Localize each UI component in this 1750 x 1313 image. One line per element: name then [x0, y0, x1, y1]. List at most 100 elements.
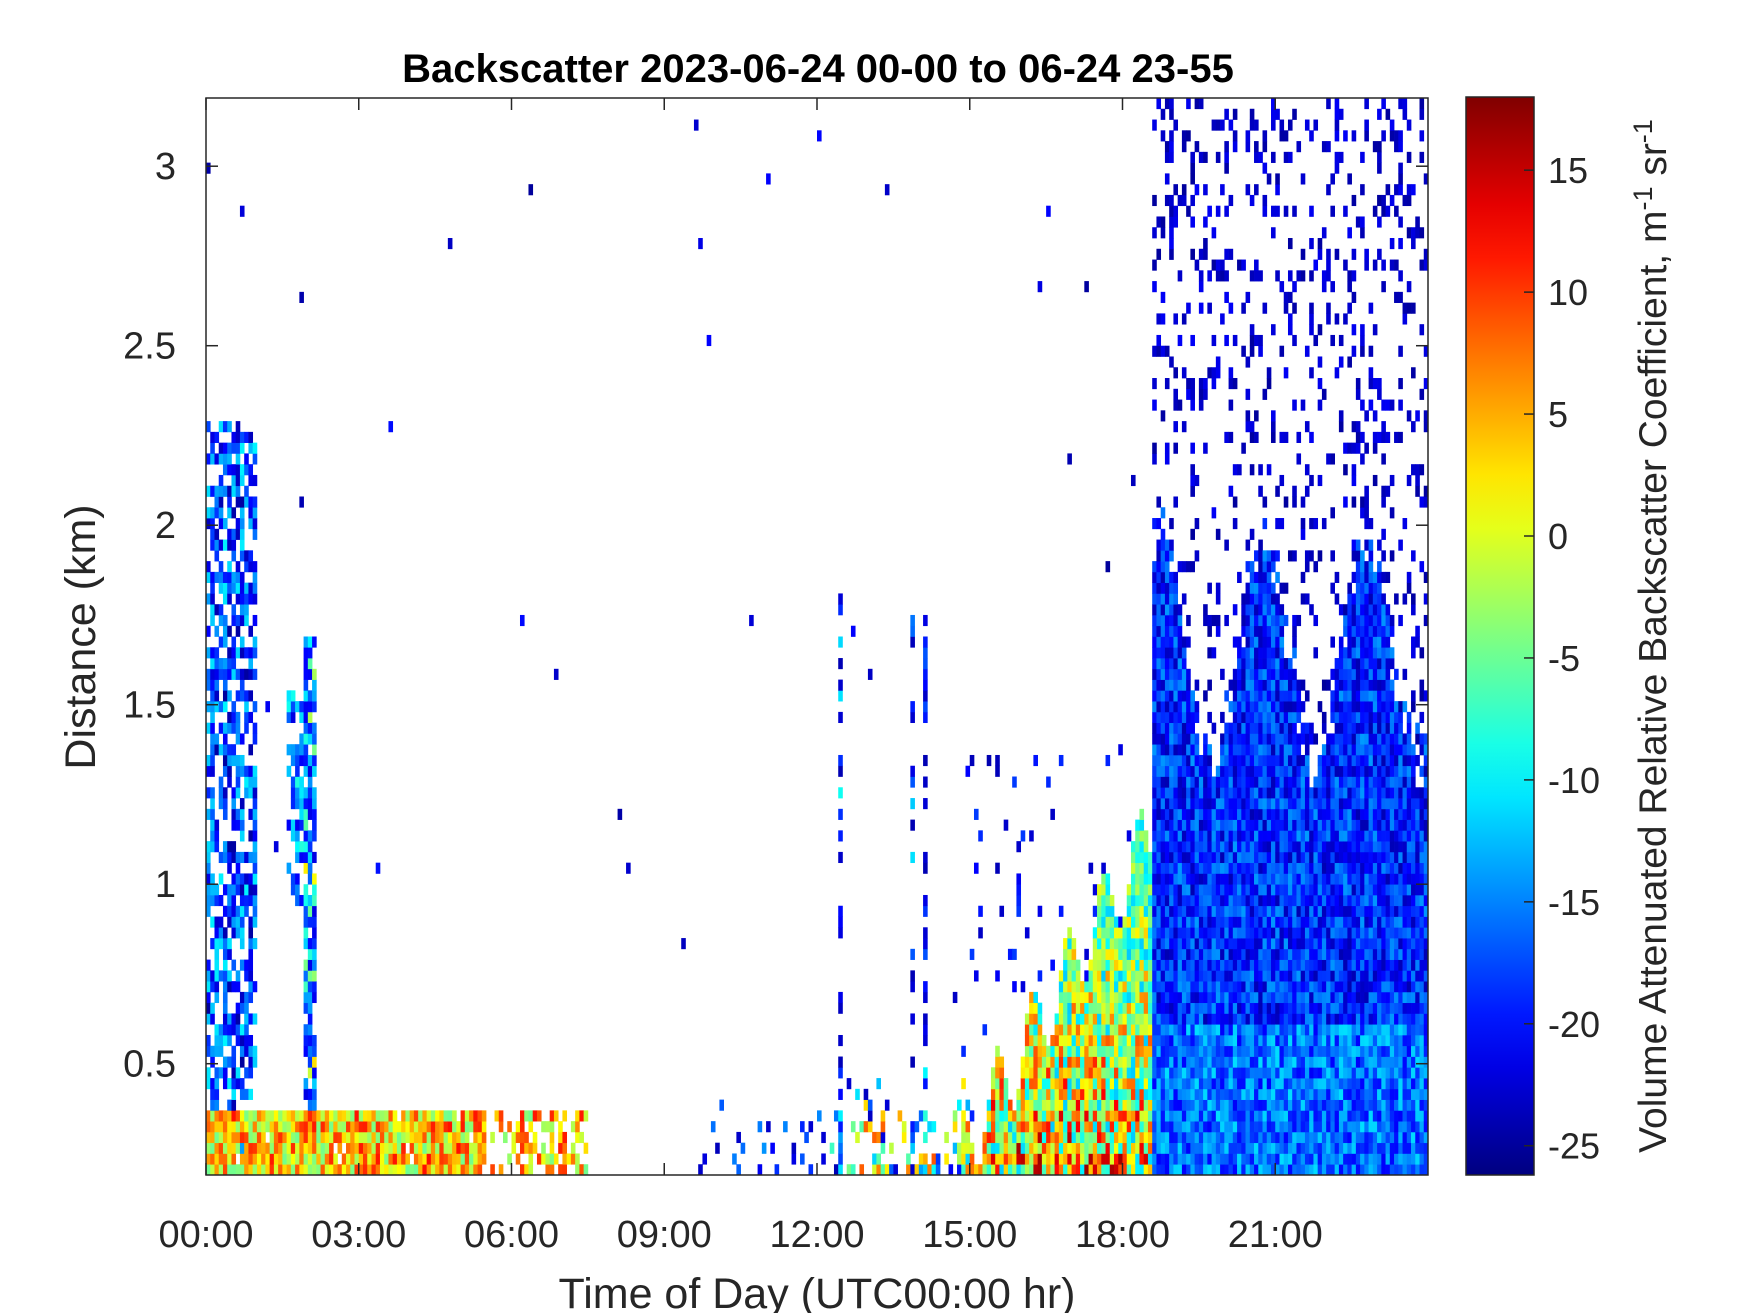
heatmap-cell [1012, 948, 1017, 960]
heatmap-cell [1262, 141, 1268, 153]
heatmap-cell [1254, 151, 1259, 163]
heatmap-cell [1207, 625, 1212, 637]
heatmap-cell [1228, 798, 1234, 810]
heatmap-cell [1292, 690, 1297, 702]
heatmap-cell [1211, 938, 1217, 950]
heatmap-cell [405, 1110, 411, 1122]
heatmap-cell [1063, 1088, 1068, 1100]
heatmap-cell [1186, 862, 1191, 874]
heatmap-cell [838, 1131, 843, 1144]
heatmap-cell [1075, 1024, 1081, 1036]
heatmap-cell [1211, 884, 1217, 896]
heatmap-cell [1266, 1056, 1272, 1068]
heatmap-cell [1326, 905, 1331, 917]
heatmap-cell [1279, 1153, 1285, 1165]
heatmap-cell [1300, 754, 1306, 767]
heatmap-cell [1224, 841, 1229, 853]
heatmap-cell [1126, 1034, 1132, 1047]
heatmap-cell [1203, 894, 1208, 907]
heatmap-cell [214, 884, 220, 896]
heatmap-cell [1266, 173, 1272, 185]
heatmap-cell [1317, 970, 1323, 982]
heatmap-cell [1105, 1131, 1111, 1144]
heatmap-cell [1207, 948, 1212, 960]
heatmap-cell [1355, 1099, 1361, 1111]
heatmap-cell [923, 1078, 928, 1090]
heatmap-cell [1326, 916, 1331, 928]
heatmap-cell [1343, 733, 1348, 745]
heatmap-cell [1114, 1034, 1119, 1047]
heatmap-cell [1169, 1099, 1174, 1111]
heatmap-cell [1220, 873, 1225, 885]
heatmap-cell [558, 1142, 563, 1154]
heatmap-cell [1092, 1002, 1098, 1014]
heatmap-cell [1084, 281, 1089, 293]
heatmap-cell [248, 873, 254, 885]
heatmap-cell [1360, 1045, 1365, 1057]
heatmap-cell [1249, 1121, 1255, 1133]
heatmap-cell [1254, 873, 1259, 885]
heatmap-cell [961, 1078, 966, 1090]
heatmap-cell [1355, 1110, 1361, 1122]
heatmap-cell [1249, 1056, 1255, 1068]
heatmap-cell [303, 798, 309, 810]
heatmap-cell [1266, 948, 1272, 960]
heatmap-cell [923, 938, 928, 950]
heatmap-cell [1037, 1034, 1043, 1047]
heatmap-cell [914, 1121, 920, 1133]
heatmap-cell [1321, 830, 1327, 842]
heatmap-cell [1245, 614, 1251, 627]
heatmap-cell [244, 453, 249, 465]
heatmap-cell [1321, 884, 1327, 896]
heatmap-cell [435, 1131, 440, 1144]
heatmap-cell [1207, 1078, 1212, 1090]
heatmap-cell [995, 1056, 1000, 1068]
heatmap-cell [1334, 1034, 1340, 1047]
heatmap-cell [256, 1153, 262, 1165]
heatmap-cell [1279, 744, 1285, 756]
heatmap-cell [1296, 787, 1302, 799]
heatmap-cell [1012, 1110, 1017, 1122]
heatmap-cell [1262, 776, 1268, 788]
heatmap-cell [1266, 970, 1272, 982]
heatmap-cell [261, 1131, 266, 1144]
heatmap-cell [1203, 216, 1208, 228]
heatmap-cell [231, 442, 237, 454]
heatmap-cell [235, 1002, 241, 1014]
heatmap-cell [456, 1142, 461, 1154]
heatmap-cell [1181, 701, 1187, 713]
heatmap-cell [1139, 1067, 1145, 1079]
heatmap-cell [1058, 1024, 1064, 1036]
heatmap-cell [244, 722, 249, 734]
heatmap-cell [1249, 270, 1255, 282]
heatmap-cell [1241, 1164, 1246, 1176]
heatmap-cell [303, 787, 309, 799]
heatmap-cell [222, 722, 228, 734]
heatmap-cell [1156, 754, 1162, 767]
heatmap-cell [384, 1164, 389, 1176]
heatmap-cell [1215, 830, 1221, 842]
heatmap-cell [384, 1142, 389, 1154]
heatmap-cell [1351, 830, 1357, 842]
heatmap-cell [1249, 927, 1255, 939]
heatmap-cell [1355, 991, 1361, 1004]
heatmap-cell [1287, 1078, 1293, 1090]
heatmap-cell [1169, 1013, 1174, 1025]
heatmap-cell [1160, 991, 1166, 1004]
heatmap-cell [1003, 1110, 1009, 1122]
heatmap-cell [1249, 916, 1255, 928]
heatmap-cell [1190, 894, 1195, 907]
heatmap-cell [1313, 873, 1319, 885]
heatmap-cell [469, 1110, 474, 1122]
heatmap-cell [248, 948, 254, 960]
heatmap-cell [1258, 701, 1263, 713]
heatmap-cell [1321, 841, 1327, 853]
heatmap-cell [1321, 1088, 1327, 1100]
heatmap-cell [1198, 1078, 1204, 1090]
heatmap-cell [1194, 1034, 1200, 1047]
heatmap-cell [1016, 841, 1022, 853]
heatmap-cell [1092, 1024, 1098, 1036]
heatmap-cell [231, 658, 237, 670]
heatmap-cell [307, 841, 313, 853]
heatmap-cell [1330, 701, 1335, 713]
